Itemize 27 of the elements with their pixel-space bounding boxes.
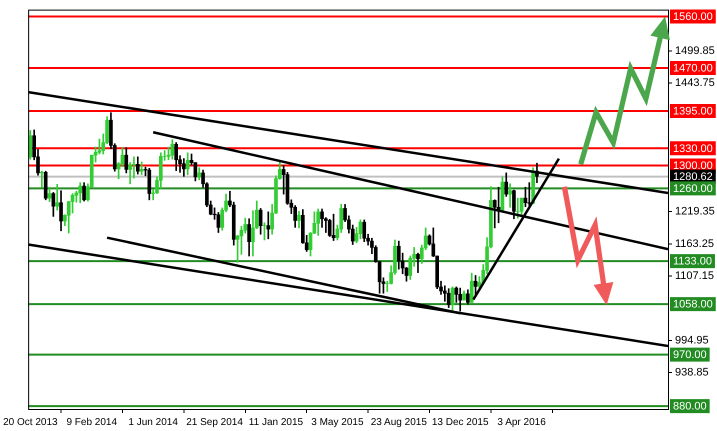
x-tick-label: 23 Aug 2015	[370, 416, 428, 428]
y-tick-label: 1107.15	[675, 270, 714, 282]
ref-line-label: 1058.00	[673, 298, 713, 311]
ref-line-label: 1330.00	[673, 142, 713, 155]
y-tick-label: 938.85	[675, 366, 709, 378]
x-tick-label: 20 Oct 2013	[3, 416, 58, 428]
ref-line-label: 1470.00	[673, 62, 713, 75]
y-tick-label: 1163.25	[675, 238, 714, 250]
y-tick-label: 1499.85	[675, 44, 715, 57]
ref-line-label: 1260.00	[673, 182, 713, 195]
x-tick-label: 3 Apr 2016	[497, 416, 546, 428]
x-tick-label: 11 Jan 2015	[248, 416, 304, 428]
y-tick-label: 1443.75	[675, 77, 715, 90]
y-tick-label: 994.95	[675, 334, 709, 346]
x-tick-label: 9 Feb 2014	[66, 416, 118, 428]
ref-line-label: 1300.00	[673, 160, 713, 172]
y-tick-label: 1219.35	[675, 206, 715, 218]
ref-line-label: 1560.00	[673, 11, 713, 24]
ref-line-label: 1395.00	[673, 106, 713, 118]
ref-line-label: 1280.62	[673, 171, 713, 184]
ref-line-label: 880.00	[673, 400, 707, 413]
x-tick-label: 21 Sep 2014	[186, 416, 244, 428]
x-tick-label: 13 Dec 2015	[432, 416, 489, 428]
x-tick-label: 1 Jun 2014	[128, 416, 178, 428]
ref-line-label: 1133.00	[673, 256, 712, 268]
x-tick-label: 3 May 2015	[311, 416, 364, 428]
ref-line-label: 970.00	[673, 349, 707, 362]
